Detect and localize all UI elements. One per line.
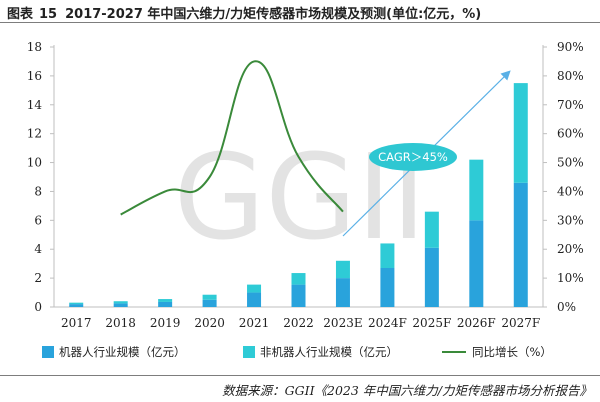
chart-title: 图表 15 2017-2027 年中国六维力/力矩传感器市场规模及预测(单位:亿元，…: [7, 3, 481, 22]
cagr-ellipse: [369, 143, 457, 171]
bar-robot: [158, 301, 173, 307]
left-tick-label: 10: [27, 156, 42, 170]
bar-robot: [335, 278, 350, 307]
x-tick-label: 2019: [150, 316, 181, 330]
source-note: 数据来源：GGII《2023 年中国六维力/力矩传感器市场分析报告》: [222, 383, 592, 398]
bar-nonrobot: [424, 211, 439, 248]
legend-item-robot: 机器人行业规模（亿元）: [42, 344, 186, 360]
legend-line-growth: [442, 351, 466, 353]
bar-nonrobot: [291, 273, 306, 285]
x-tick-label: 2020: [194, 316, 225, 330]
legend-label-nonrobot: 非机器人行业规模（亿元）: [260, 345, 398, 359]
x-tick-label: 2023E: [323, 316, 362, 330]
growth-line: [120, 60, 344, 216]
left-tick-label: 0: [34, 300, 42, 314]
bar-nonrobot: [380, 243, 395, 268]
left-tick-label: 16: [27, 69, 42, 83]
left-tick-label: 8: [34, 184, 42, 198]
figure-number: 15: [39, 7, 58, 22]
right-tick-label: 70%: [557, 98, 584, 112]
bar-nonrobot: [247, 284, 262, 293]
bar-nonrobot: [158, 299, 173, 302]
bar-robot: [380, 268, 395, 307]
legend-swatch-robot: [42, 346, 54, 358]
x-tick-label: 2018: [105, 316, 136, 330]
legend-item-nonrobot: 非机器人行业规模（亿元）: [243, 344, 398, 360]
right-tick-label: 50%: [557, 156, 584, 170]
bar-robot: [469, 220, 484, 307]
right-tick-label: 0%: [557, 300, 576, 314]
bar-robot: [513, 182, 528, 307]
bar-robot: [69, 304, 84, 307]
chart-svg: GGII0246810121416180%10%20%30%40%50%60%7…: [27, 40, 584, 330]
x-tick-label: 2026F: [457, 316, 496, 330]
right-tick-label: 30%: [557, 213, 584, 227]
legend-item-growth: 同比增长（%）: [442, 344, 552, 360]
bar-nonrobot: [202, 294, 217, 300]
cagr-label: CAGR＞45%: [378, 150, 448, 164]
figure-label: 图表: [7, 7, 34, 22]
left-tick-label: 12: [27, 127, 42, 141]
bar-nonrobot: [113, 301, 128, 304]
bar-robot: [291, 284, 306, 307]
top-rule: [0, 22, 600, 23]
right-tick-label: 20%: [557, 242, 584, 256]
bar-robot: [113, 303, 128, 307]
right-tick-label: 60%: [557, 127, 584, 141]
left-tick-label: 2: [34, 271, 42, 285]
left-tick-label: 14: [27, 98, 43, 112]
legend-swatch-nonrobot: [243, 346, 255, 358]
left-tick-label: 6: [34, 213, 42, 227]
bar-robot: [424, 247, 439, 307]
x-tick-label: 2017: [61, 316, 92, 330]
title-text: 2017-2027 年中国六维力/力矩传感器市场规模及预测(单位:亿元，%): [65, 7, 482, 22]
bar-nonrobot: [469, 159, 484, 221]
legend-label-robot: 机器人行业规模（亿元）: [59, 345, 186, 359]
x-tick-label: 2022: [283, 316, 314, 330]
legend-label-growth: 同比增长（%）: [472, 345, 552, 359]
bar-robot: [247, 292, 262, 307]
x-tick-label: 2027F: [501, 316, 540, 330]
x-tick-label: 2025F: [412, 316, 451, 330]
bar-nonrobot: [513, 83, 528, 183]
right-tick-label: 40%: [557, 184, 584, 198]
right-tick-label: 80%: [557, 69, 584, 83]
chart-legend: 机器人行业规模（亿元） 非机器人行业规模（亿元） 同比增长（%）: [0, 341, 600, 363]
x-tick-label: 2024F: [368, 316, 407, 330]
x-tick-label: 2021: [239, 316, 270, 330]
bar-nonrobot: [335, 260, 350, 279]
bottom-rule: [0, 375, 600, 376]
left-tick-label: 4: [34, 242, 42, 256]
right-tick-label: 90%: [557, 40, 584, 54]
bar-robot: [202, 299, 217, 307]
bar-nonrobot: [69, 302, 84, 305]
left-tick-label: 18: [27, 40, 42, 54]
right-tick-label: 10%: [557, 271, 584, 285]
